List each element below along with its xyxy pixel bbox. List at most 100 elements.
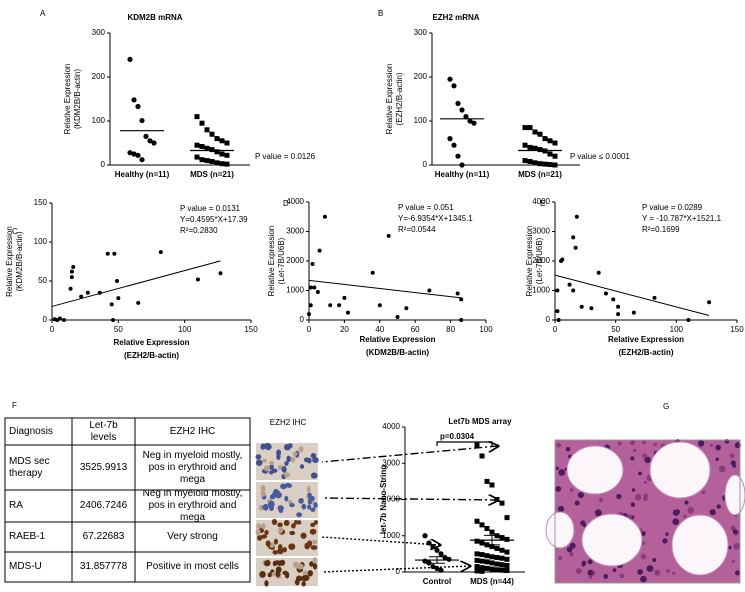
cell-nucleus: [587, 569, 594, 576]
x-axis-label: Relative Expression: [359, 335, 435, 344]
y-tick-label: 4000: [286, 197, 304, 206]
nucleus: [277, 544, 283, 551]
cell-nucleus: [642, 453, 648, 459]
nucleus: [255, 454, 262, 460]
cell-nucleus: [565, 446, 571, 452]
point: [214, 160, 220, 166]
nucleus: [306, 486, 311, 493]
point: [194, 142, 200, 148]
point: [219, 151, 225, 157]
cell-text: RA: [9, 500, 23, 511]
nucleus: [269, 470, 274, 475]
nucleus: [298, 497, 304, 504]
point: [479, 453, 485, 459]
arrow: [321, 566, 470, 573]
nucleus: [271, 571, 276, 577]
point: [459, 107, 465, 113]
point: [127, 56, 133, 63]
panel-label: B: [378, 9, 383, 18]
point: [603, 291, 608, 296]
point: [446, 556, 452, 562]
nucleus: [284, 495, 289, 502]
cell-nucleus: [642, 440, 647, 445]
point: [542, 161, 548, 167]
point: [537, 161, 543, 167]
cell-text: 67.22683: [82, 531, 125, 542]
x-tick-label: 50: [114, 325, 123, 334]
x-tick-label: 0: [553, 325, 558, 334]
point: [459, 297, 464, 302]
point: [308, 285, 313, 290]
point: [386, 233, 391, 238]
fat-vacuole: [649, 441, 711, 499]
cell-nucleus: [732, 529, 738, 535]
point: [68, 286, 73, 291]
point: [479, 568, 485, 574]
chart-title: EZH2 mRNA: [432, 13, 479, 22]
cell-nucleus: [619, 573, 625, 579]
point: [555, 309, 560, 314]
point: [542, 136, 548, 142]
x-axis-label: (KDM2B/B-actin): [366, 348, 429, 357]
point: [652, 295, 657, 300]
point: [404, 306, 409, 311]
nucleus: [257, 535, 263, 541]
table-cell-text: Very strong: [167, 531, 218, 542]
cell-nucleus: [672, 571, 676, 576]
cell-text: 31.857778: [79, 561, 128, 572]
point: [532, 129, 538, 135]
point: [57, 316, 62, 321]
point: [474, 557, 480, 563]
cell-nucleus: [558, 469, 566, 476]
nucleus: [289, 530, 296, 536]
cell-text: Neg in myeloid mostly, pos in erythroid …: [142, 490, 243, 522]
y-tick-label: 300: [92, 28, 106, 37]
point: [537, 147, 543, 153]
point: [552, 162, 558, 168]
panel-label: E: [540, 199, 545, 208]
point: [147, 138, 153, 144]
cell-nucleus: [715, 457, 719, 461]
point: [499, 562, 505, 568]
y-tick-label: 100: [34, 237, 48, 246]
cell-text: MDS sec therapy: [9, 455, 50, 479]
point: [527, 125, 533, 131]
x-tick-label: 0: [50, 325, 55, 334]
cell-text: Positive in most cells: [146, 561, 239, 572]
x-tick-label: 0: [307, 325, 312, 334]
point: [504, 549, 510, 555]
point: [499, 547, 505, 553]
nucleus: [275, 570, 281, 578]
y-tick-label: 0: [396, 567, 401, 576]
point: [105, 251, 110, 256]
annotation: P value = 0.0126: [255, 152, 316, 161]
x-tick-label: 100: [479, 325, 493, 334]
point: [631, 310, 636, 315]
table-cell-text: Positive in most cells: [146, 561, 239, 572]
point: [224, 152, 230, 158]
point: [434, 547, 440, 553]
annotation: P value = 0.0289: [642, 203, 703, 212]
nucleus: [292, 451, 298, 456]
nucleus: [301, 581, 306, 587]
point: [427, 288, 432, 293]
point: [308, 303, 313, 308]
nucleus: [296, 520, 302, 525]
point: [479, 522, 485, 528]
point: [574, 214, 579, 219]
cell-nucleus: [734, 570, 741, 576]
y-tick-label: 100: [414, 116, 428, 125]
point: [474, 564, 480, 570]
cell-nucleus: [643, 493, 649, 498]
x-tick-label: MDS (n=21): [190, 170, 234, 179]
point: [158, 250, 163, 255]
nucleus: [291, 523, 296, 529]
point: [199, 120, 205, 126]
y-tick-label: 100: [92, 116, 106, 125]
nucleus: [300, 532, 307, 539]
point: [504, 556, 510, 562]
cell-nucleus: [709, 509, 716, 516]
point: [204, 145, 210, 151]
y-axis-label: (EZH2/B-actin): [395, 72, 404, 125]
cell-nucleus: [687, 506, 695, 514]
